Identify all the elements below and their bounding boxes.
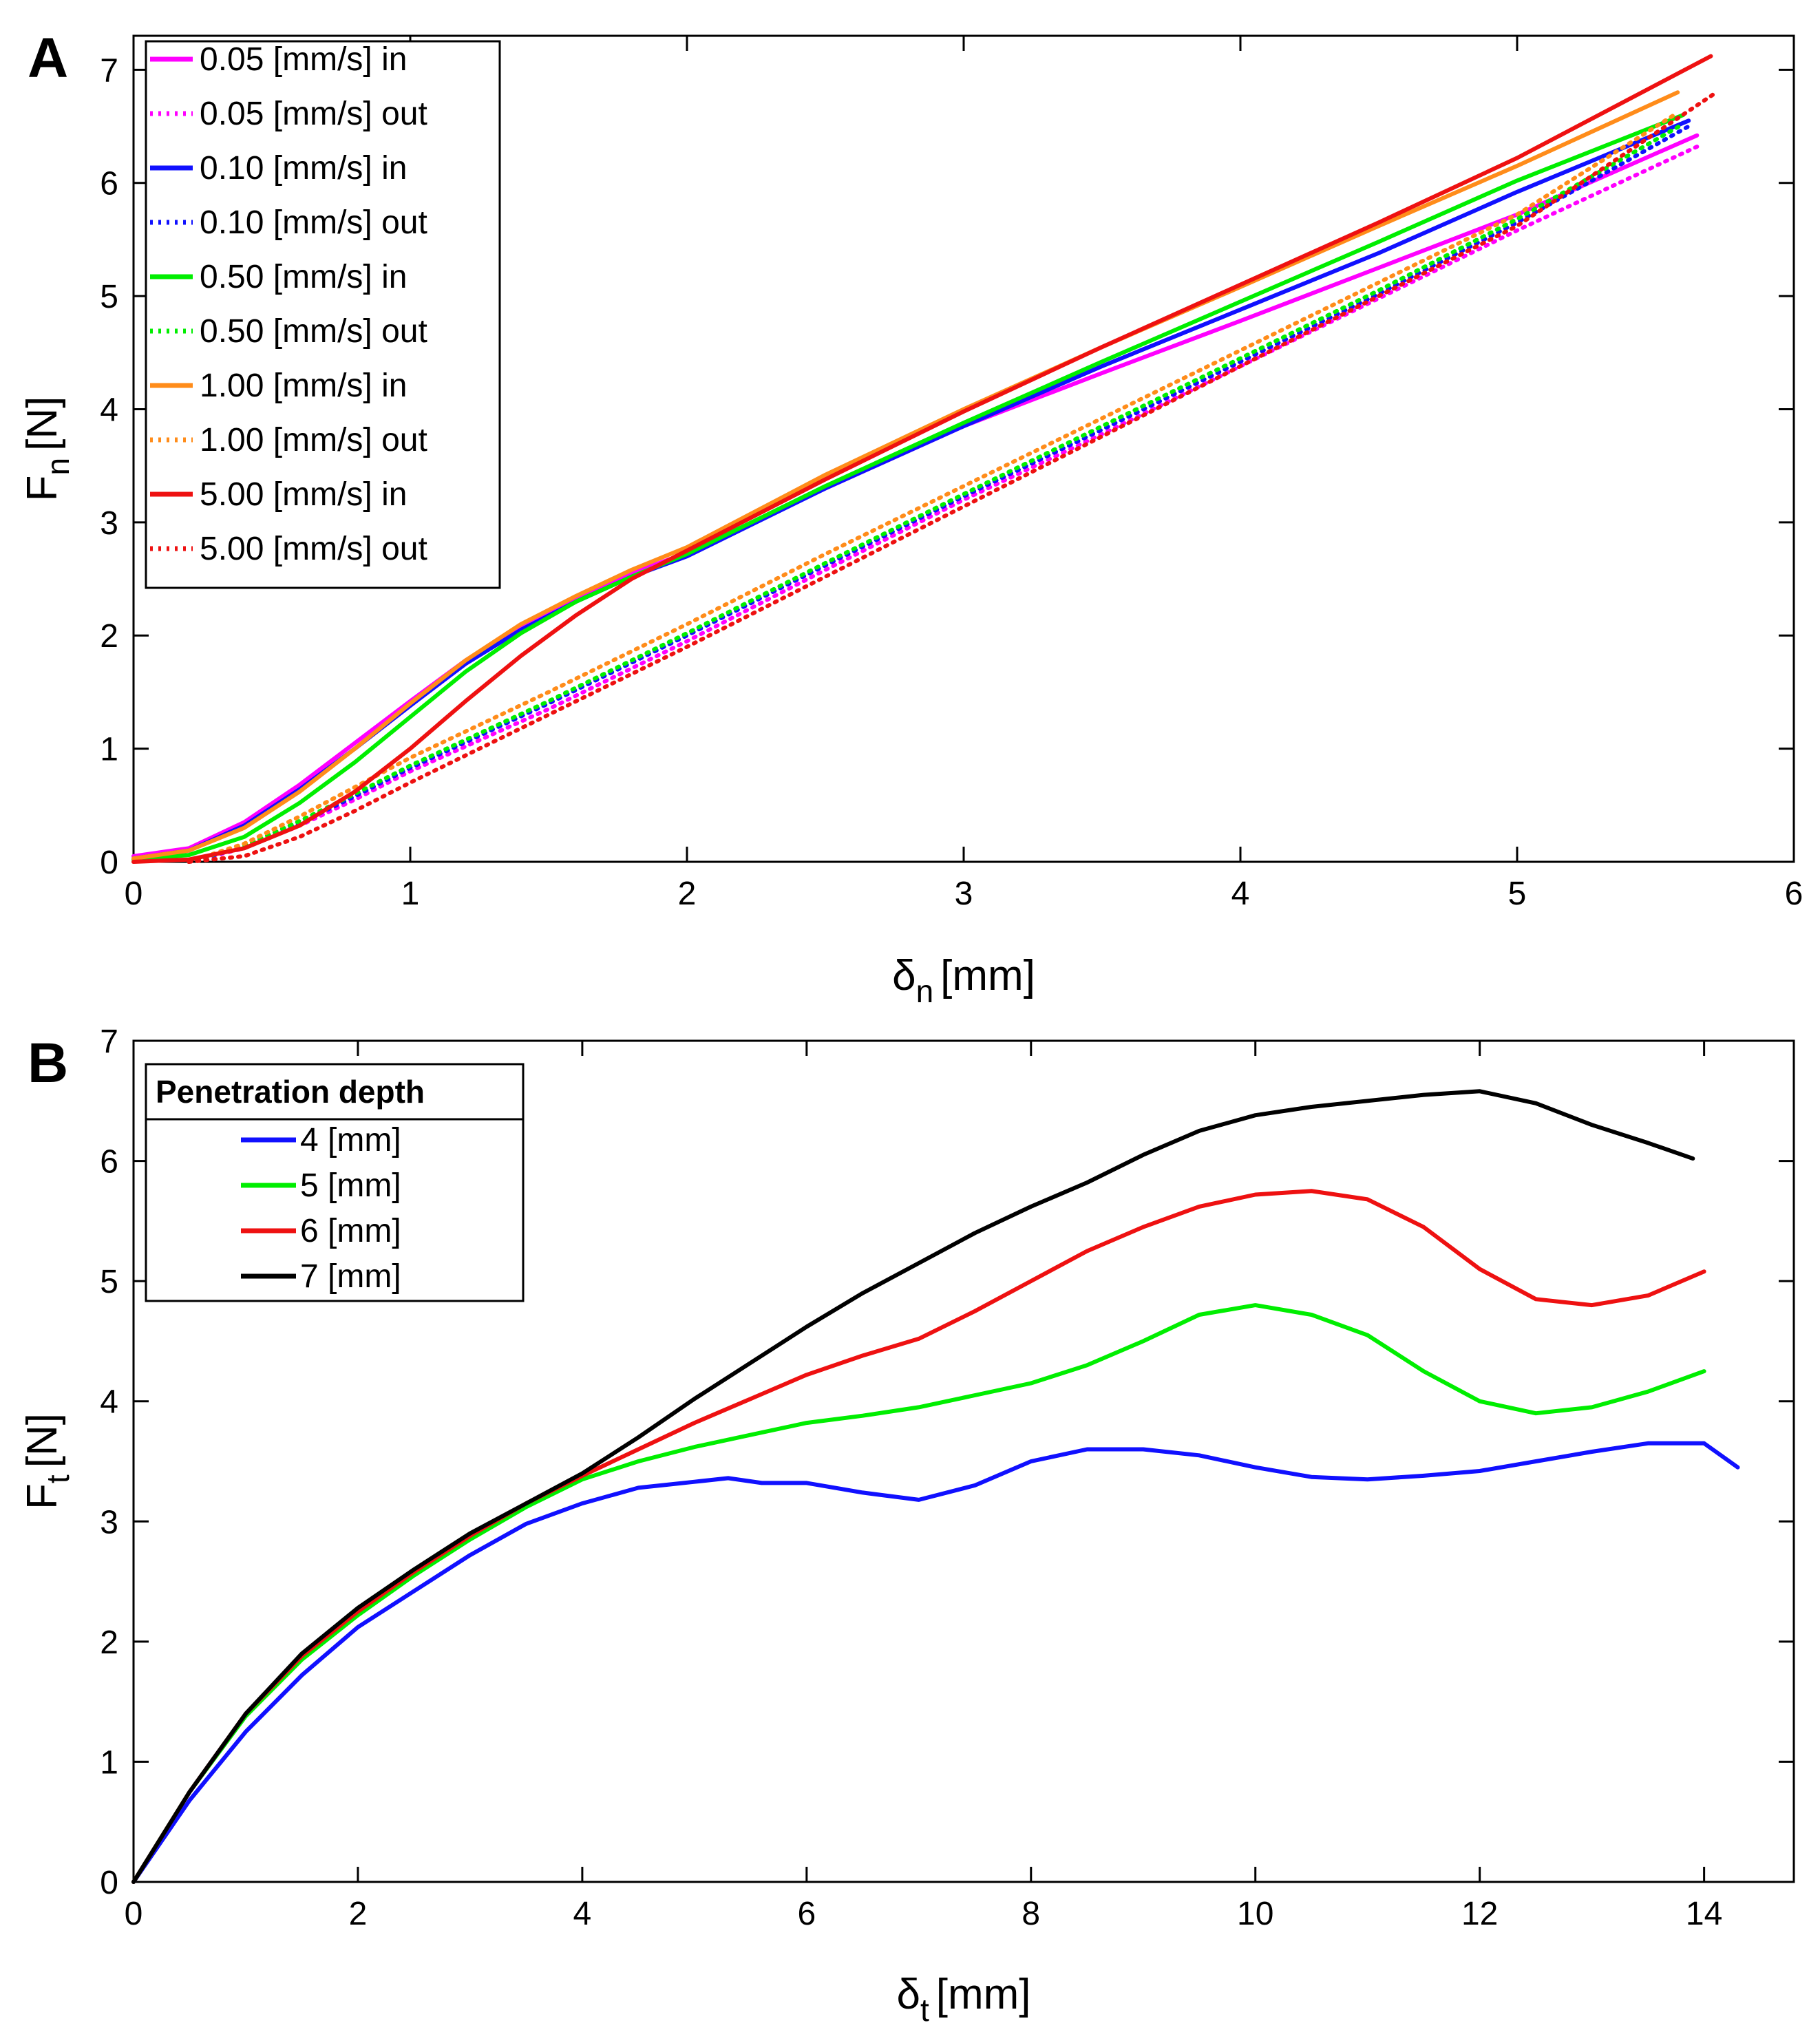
panel-a-x-tick-label: 2 — [678, 876, 697, 912]
panel-a-y-tick-label: 7 — [100, 52, 118, 89]
panel-b-y-tick-label: 5 — [100, 1264, 118, 1300]
panel-b-legend-label-2: 6 [mm] — [300, 1213, 401, 1249]
panel-a-x-tick-label: 4 — [1231, 876, 1250, 912]
panel-b-y-tick-label: 6 — [100, 1144, 118, 1181]
panel-a-legend-label-5: 0.50 [mm/s] out — [200, 313, 427, 350]
panel-a-y-tick-label: 0 — [100, 845, 118, 881]
panel-a-series-line-0 — [131, 133, 1700, 858]
panel-a-y-tick-label: 5 — [100, 279, 118, 315]
panel-a-legend-label-0: 0.05 [mm/s] in — [200, 41, 407, 78]
panel-a-x-tick-label: 3 — [955, 876, 973, 912]
panel-b-y-tick-label: 0 — [100, 1865, 118, 1901]
panel-a-x-axis-label: δn [mm] — [892, 952, 1035, 1009]
panel-a-x-tick-label: 0 — [125, 876, 143, 912]
panel-b-x-tick-label: 2 — [349, 1896, 368, 1932]
panel-b-legend-label-0: 4 [mm] — [300, 1122, 401, 1158]
panel-b-legend-label-1: 5 [mm] — [300, 1167, 401, 1204]
panel-b-y-tick-label: 4 — [100, 1384, 118, 1421]
panel-b-x-tick-label: 10 — [1237, 1896, 1273, 1932]
panel-b-legend: Penetration depth 4 [mm] 5 [mm] 6 [mm] 7 [m… — [145, 1063, 525, 1302]
panel-a-series-line-9 — [187, 90, 1719, 864]
panel-b-y-tick-label: 2 — [100, 1624, 118, 1661]
panel-a-series-line-5 — [187, 122, 1686, 864]
panel-a-legend-label-9: 5.00 [mm/s] out — [200, 531, 427, 567]
panel-a-legend-label-4: 0.50 [mm/s] in — [200, 259, 407, 295]
panel-a-y-tick-label: 6 — [100, 166, 118, 202]
panel-a-series-line-8 — [131, 54, 1713, 864]
panel-a-ticks: 0 1 2 3 4 5 6 0 1 2 3 4 5 6 7 — [100, 36, 1803, 912]
panel-b-y-axis-label: Ft[N] — [19, 1413, 76, 1510]
panel-a-series-line-6 — [131, 90, 1680, 861]
panel-a-y-axis-label: Fn[N] — [19, 396, 76, 502]
panel-b-y-tick-label: 7 — [100, 1024, 118, 1060]
panel-b-legend-box — [145, 1063, 525, 1302]
panel-a-legend: 0.05 [mm/s] in 0.05 [mm/s] out 0.10 [mm/s]… — [145, 40, 501, 589]
panel-a-legend-label-6: 1.00 [mm/s] in — [200, 368, 407, 404]
panel-b-series-line-3 — [131, 1089, 1695, 1884]
panel-a-y-tick-label: 1 — [100, 732, 118, 768]
panel-b-series — [131, 1089, 1740, 1884]
panel-a-y-tick-label: 4 — [100, 392, 118, 428]
panel-a-chart: A 0 1 2 3 4 5 6 0 1 2 3 4 5 6 7 δn [mm] Fn[N] 0.05 [mm/… — [19, 27, 1803, 1009]
panel-b-series-line-1 — [131, 1303, 1706, 1884]
panel-a-legend-label-8: 5.00 [mm/s] in — [200, 476, 407, 513]
panel-b-y-tick-label: 3 — [100, 1504, 118, 1541]
panel-b-legend-title: Penetration depth — [156, 1074, 425, 1110]
panel-a-x-tick-label: 6 — [1785, 876, 1803, 912]
panel-b-legend-label-3: 7 [mm] — [300, 1258, 401, 1295]
panel-a-y-tick-label: 3 — [100, 505, 118, 542]
panel-b-x-tick-label: 8 — [1022, 1896, 1040, 1932]
panel-a-series — [131, 54, 1719, 864]
panel-b-series-line-0 — [131, 1441, 1740, 1884]
panel-b-x-tick-label: 14 — [1686, 1896, 1722, 1932]
panel-b-series-line-2 — [131, 1189, 1706, 1884]
panel-a-legend-label-3: 0.10 [mm/s] out — [200, 204, 427, 241]
panel-a-series-line-7 — [187, 110, 1680, 864]
panel-a-legend-label-7: 1.00 [mm/s] out — [200, 422, 427, 458]
panel-b-x-tick-label: 4 — [573, 1896, 592, 1932]
panel-b-y-tick-label: 1 — [100, 1744, 118, 1781]
panel-b-x-tick-label: 12 — [1461, 1896, 1498, 1932]
panel-a-x-tick-label: 5 — [1508, 876, 1527, 912]
panel-a-legend-box — [145, 40, 501, 589]
panel-a-x-tick-label: 1 — [401, 876, 420, 912]
panel-b-letter: B — [28, 1032, 68, 1094]
panel-b-x-axis-label: δt [mm] — [896, 1971, 1030, 2028]
panel-a-y-tick-label: 2 — [100, 618, 118, 655]
panel-a-series-line-4 — [131, 113, 1686, 862]
panel-a-letter: A — [28, 27, 68, 89]
panel-a-legend-label-1: 0.05 [mm/s] out — [200, 96, 427, 132]
panel-a-legend-label-2: 0.10 [mm/s] in — [200, 150, 407, 187]
panel-b-x-tick-label: 6 — [797, 1896, 816, 1932]
panel-b-x-tick-label: 0 — [125, 1896, 143, 1932]
